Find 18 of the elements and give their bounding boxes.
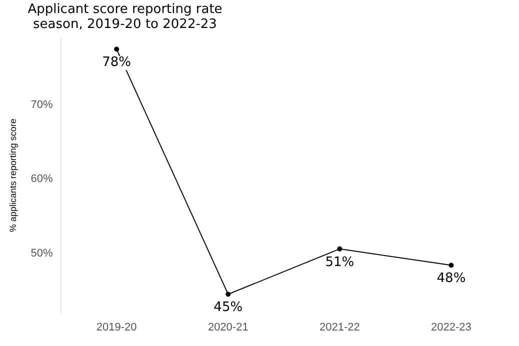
- y-tick-label: 70%: [30, 98, 54, 111]
- point: [448, 262, 454, 268]
- x-tick-label: 2022-23: [431, 321, 472, 334]
- point: [226, 292, 231, 297]
- data-label: 45%: [214, 300, 243, 316]
- data-label: 48%: [436, 271, 466, 286]
- chart-subtitle: season, 2019-20 to 2022-23: [32, 17, 218, 32]
- point: [337, 246, 342, 252]
- y-tick-label: 50%: [30, 247, 54, 260]
- data-label: 78%: [102, 55, 132, 70]
- y-axis-title: % applicants reporting score: [8, 118, 18, 232]
- x-tick-label: 2020-21: [208, 321, 248, 334]
- y-tick-label: 60%: [30, 173, 54, 186]
- data-label: 51%: [325, 254, 354, 270]
- chart-title: Applicant score reporting rate: [26, 2, 224, 17]
- point: [114, 46, 120, 52]
- x-tick-label: 2019-20: [96, 321, 137, 334]
- x-tick-label: 2021-22: [319, 321, 360, 334]
